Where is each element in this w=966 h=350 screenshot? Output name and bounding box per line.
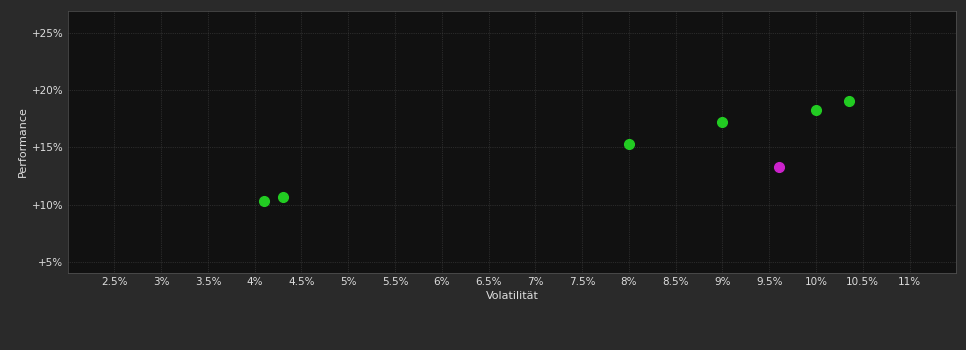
Point xyxy=(256,198,271,204)
Point xyxy=(621,141,637,147)
Point xyxy=(771,164,786,170)
Point xyxy=(841,98,857,104)
Y-axis label: Performance: Performance xyxy=(17,106,28,177)
X-axis label: Volatilität: Volatilität xyxy=(486,291,538,301)
Point xyxy=(715,120,730,125)
Point xyxy=(275,194,291,199)
Point xyxy=(809,107,824,113)
